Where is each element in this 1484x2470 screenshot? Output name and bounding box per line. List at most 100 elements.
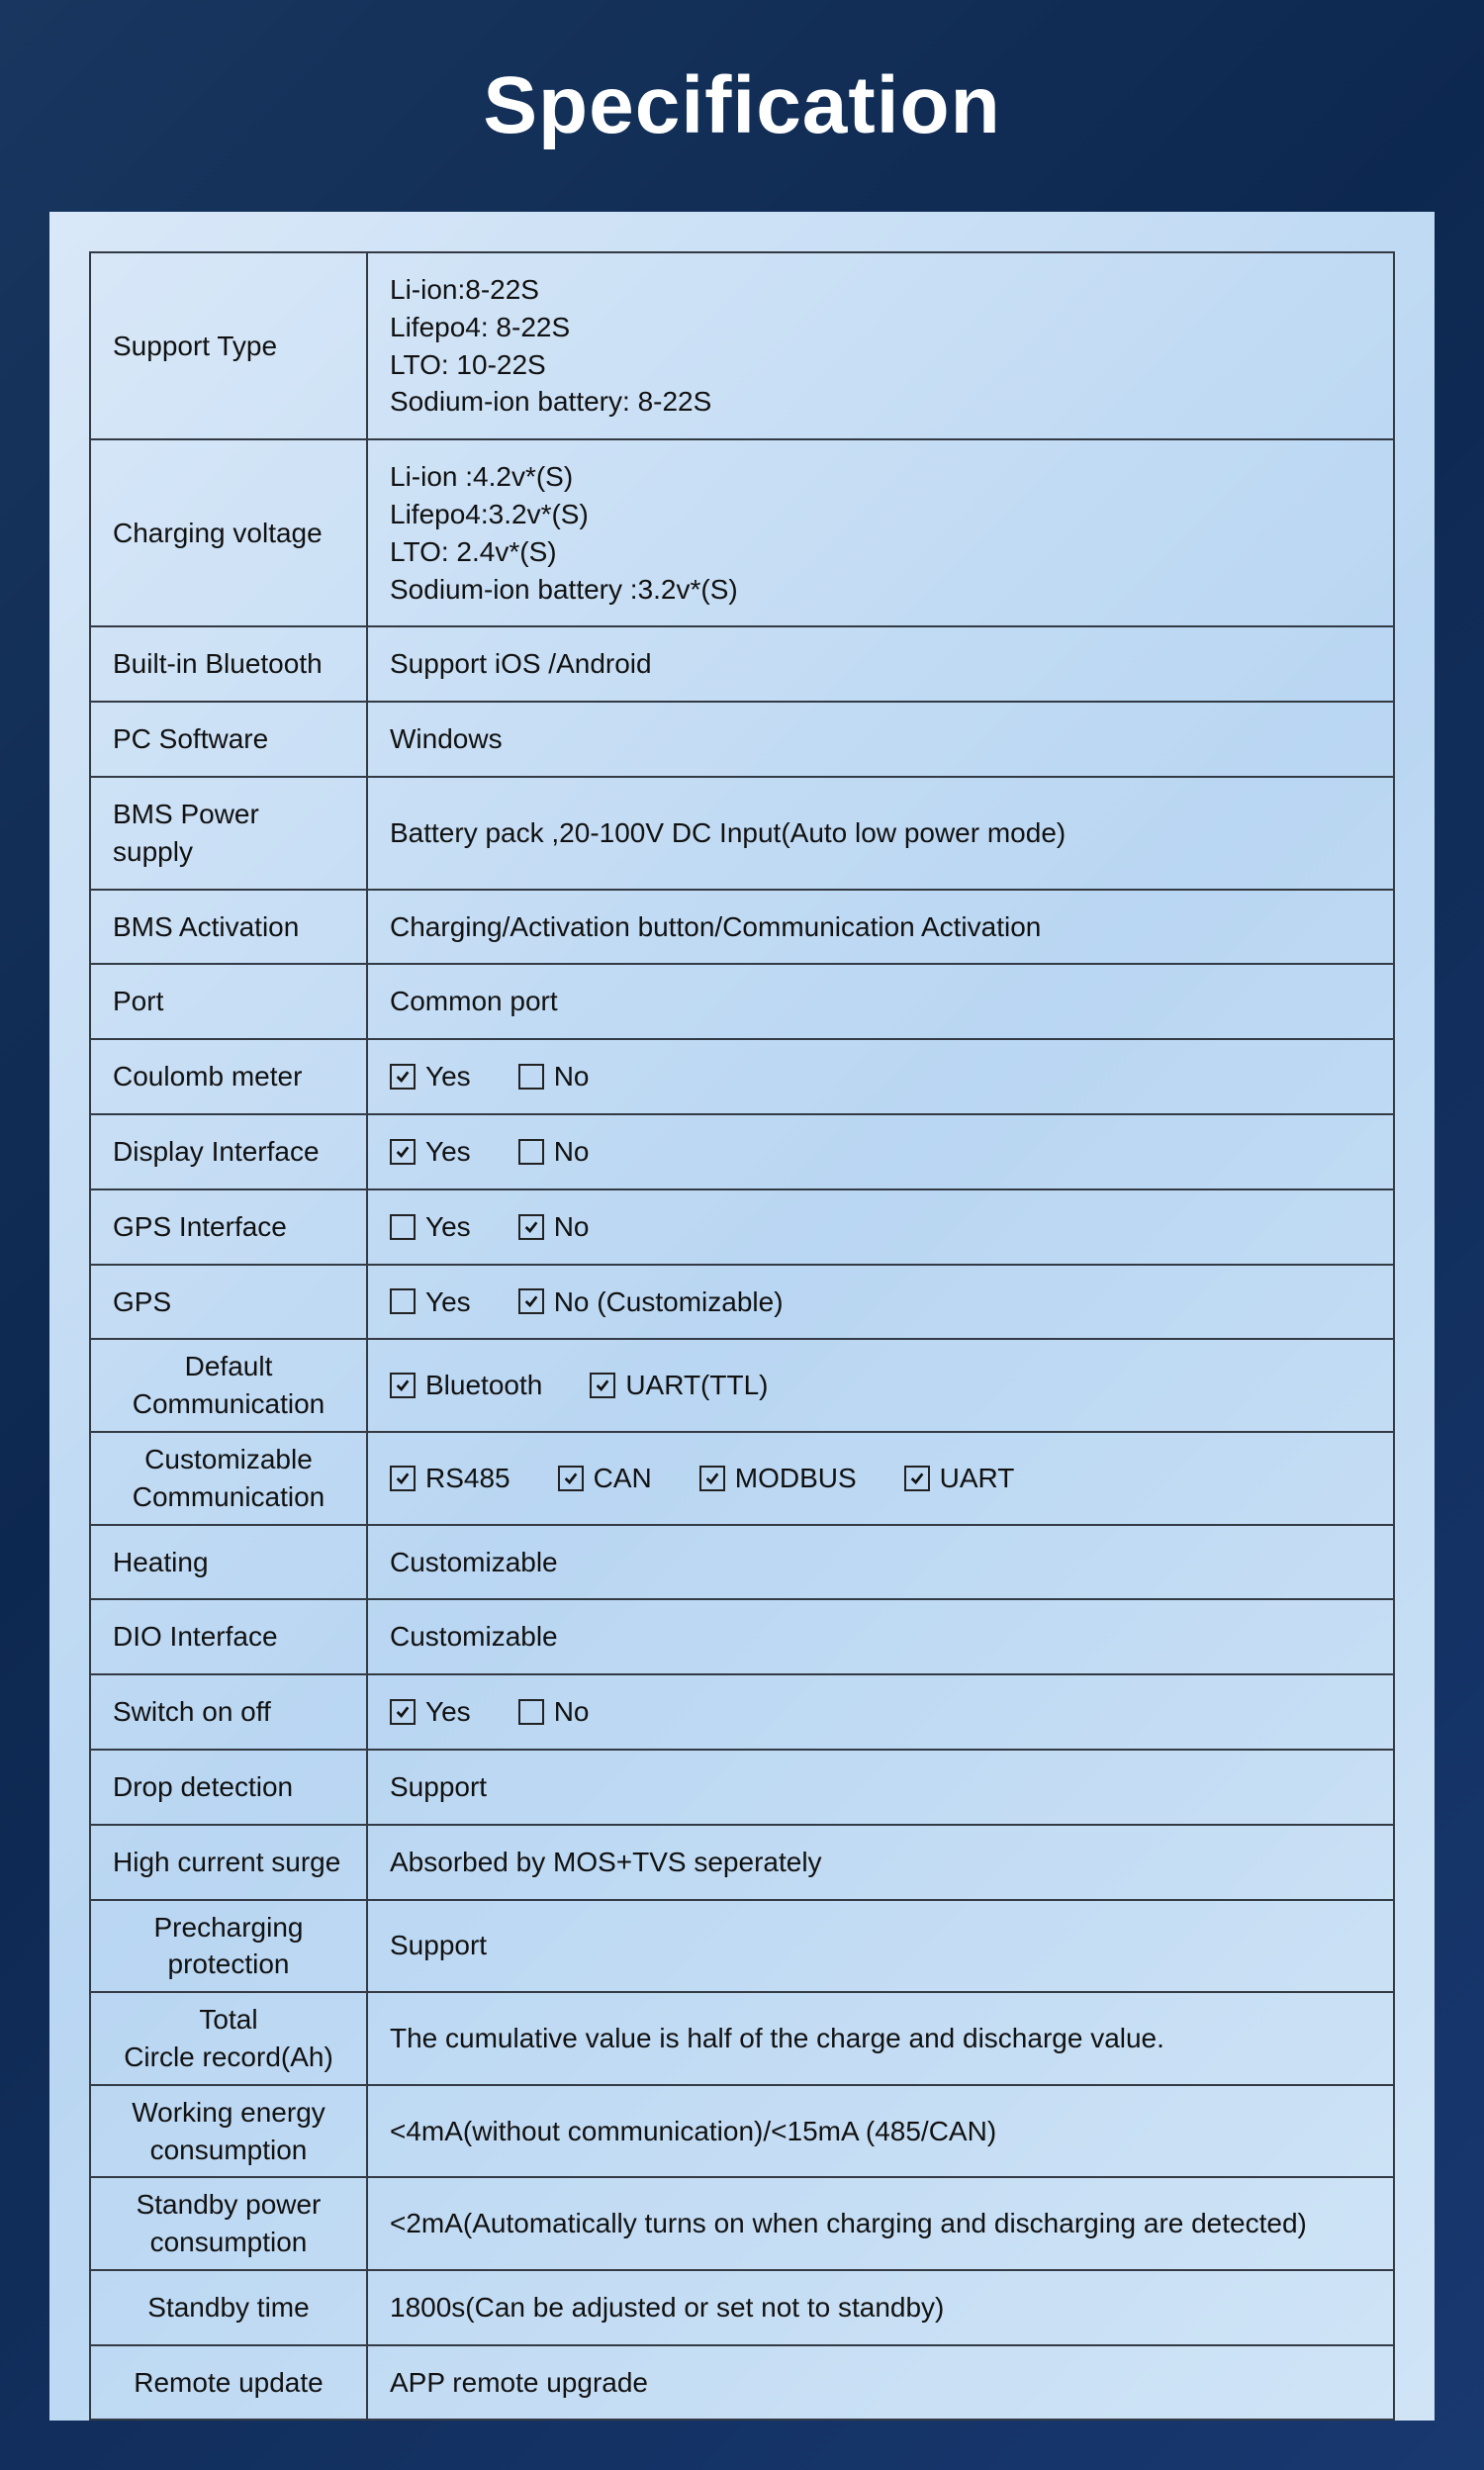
checkbox-option: Yes xyxy=(390,1693,471,1731)
table-row: Total Circle record(Ah)The cumulative va… xyxy=(90,1992,1394,2085)
checkbox-group: Yes No xyxy=(390,1133,1371,1171)
row-value: Yes No xyxy=(367,1114,1394,1189)
row-value: Li-ion:8-22S Lifepo4: 8-22S LTO: 10-22S … xyxy=(367,252,1394,439)
checkbox-checked-icon xyxy=(904,1466,930,1491)
checkbox-unchecked-icon xyxy=(518,1064,544,1090)
table-row: HeatingCustomizable xyxy=(90,1525,1394,1600)
checkbox-group: Yes No xyxy=(390,1058,1371,1095)
row-label: Precharging protection xyxy=(90,1900,367,1993)
row-value: 1800s(Can be adjusted or set not to stan… xyxy=(367,2270,1394,2345)
row-value: Support xyxy=(367,1750,1394,1825)
table-row: Support TypeLi-ion:8-22S Lifepo4: 8-22S … xyxy=(90,252,1394,439)
table-row: DIO InterfaceCustomizable xyxy=(90,1599,1394,1674)
row-label: Charging voltage xyxy=(90,439,367,626)
checkbox-option: Yes xyxy=(390,1133,471,1171)
table-row: Precharging protectionSupport xyxy=(90,1900,1394,1993)
row-value: Yes No xyxy=(367,1039,1394,1114)
row-label: BMS Activation xyxy=(90,890,367,965)
row-label: Total Circle record(Ah) xyxy=(90,1992,367,2085)
spec-table: Support TypeLi-ion:8-22S Lifepo4: 8-22S … xyxy=(89,251,1395,2421)
row-value: Charging/Activation button/Communication… xyxy=(367,890,1394,965)
table-row: PortCommon port xyxy=(90,964,1394,1039)
page-title: Specification xyxy=(49,59,1435,152)
checkbox-option: Bluetooth xyxy=(390,1367,542,1404)
checkbox-label: No xyxy=(554,1208,590,1246)
checkbox-checked-icon xyxy=(590,1373,615,1398)
row-label: Heating xyxy=(90,1525,367,1600)
row-value: Support iOS /Android xyxy=(367,626,1394,702)
checkbox-checked-icon xyxy=(390,1699,416,1725)
row-value: YesNo (Customizable) xyxy=(367,1265,1394,1340)
row-value: Common port xyxy=(367,964,1394,1039)
row-label: Support Type xyxy=(90,252,367,439)
table-row: Standby time1800s(Can be adjusted or set… xyxy=(90,2270,1394,2345)
table-row: BMS Power supplyBattery pack ,20-100V DC… xyxy=(90,777,1394,890)
table-row: GPSYesNo (Customizable) xyxy=(90,1265,1394,1340)
table-row: Coulomb meterYesNo xyxy=(90,1039,1394,1114)
table-row: Standby power consumption<2mA(Automatica… xyxy=(90,2177,1394,2270)
row-label: Remote update xyxy=(90,2345,367,2421)
checkbox-checked-icon xyxy=(390,1064,416,1090)
checkbox-label: No (Customizable) xyxy=(554,1283,784,1321)
checkbox-option: RS485 xyxy=(390,1460,510,1497)
row-value: APP remote upgrade xyxy=(367,2345,1394,2421)
checkbox-option: No xyxy=(518,1058,590,1095)
row-value: Windows xyxy=(367,702,1394,777)
row-value: Li-ion :4.2v*(S) Lifepo4:3.2v*(S) LTO: 2… xyxy=(367,439,1394,626)
checkbox-group: BluetoothUART(TTL) xyxy=(390,1367,1371,1404)
row-value: Yes No xyxy=(367,1189,1394,1265)
row-label: DIO Interface xyxy=(90,1599,367,1674)
checkbox-label: UART xyxy=(940,1460,1015,1497)
checkbox-checked-icon xyxy=(390,1466,416,1491)
table-row: Default Communication BluetoothUART(TTL) xyxy=(90,1339,1394,1432)
checkbox-label: MODBUS xyxy=(735,1460,857,1497)
page: Specification Support TypeLi-ion:8-22S L… xyxy=(0,0,1484,2470)
row-label: Drop detection xyxy=(90,1750,367,1825)
checkbox-checked-icon xyxy=(390,1373,416,1398)
checkbox-option: No xyxy=(518,1693,590,1731)
row-value: RS485 CAN MODBUS UART xyxy=(367,1432,1394,1525)
checkbox-group: Yes No xyxy=(390,1208,1371,1246)
row-label: Switch on off xyxy=(90,1674,367,1750)
checkbox-unchecked-icon xyxy=(518,1139,544,1165)
checkbox-unchecked-icon xyxy=(518,1699,544,1725)
checkbox-label: Bluetooth xyxy=(425,1367,542,1404)
checkbox-group: Yes No xyxy=(390,1693,1371,1731)
row-value: Customizable xyxy=(367,1525,1394,1600)
checkbox-checked-icon xyxy=(390,1139,416,1165)
spec-panel: Support TypeLi-ion:8-22S Lifepo4: 8-22S … xyxy=(49,212,1435,2421)
table-row: Customizable CommunicationRS485CANMODBUS… xyxy=(90,1432,1394,1525)
row-label: Default Communication xyxy=(90,1339,367,1432)
checkbox-checked-icon xyxy=(518,1214,544,1240)
checkbox-label: Yes xyxy=(425,1133,471,1171)
checkbox-option: Yes xyxy=(390,1208,471,1246)
table-row: Working energy consumption<4mA(without c… xyxy=(90,2085,1394,2178)
checkbox-option: CAN xyxy=(558,1460,652,1497)
checkbox-option: Yes xyxy=(390,1058,471,1095)
row-value: Support xyxy=(367,1900,1394,1993)
row-label: Standby power consumption xyxy=(90,2177,367,2270)
checkbox-label: RS485 xyxy=(425,1460,510,1497)
checkbox-option: UART xyxy=(904,1460,1015,1497)
row-value: Battery pack ,20-100V DC Input(Auto low … xyxy=(367,777,1394,890)
row-label: GPS Interface xyxy=(90,1189,367,1265)
row-label: Display Interface xyxy=(90,1114,367,1189)
row-value: <2mA(Automatically turns on when chargin… xyxy=(367,2177,1394,2270)
row-label: GPS xyxy=(90,1265,367,1340)
table-row: GPS Interface Yes No xyxy=(90,1189,1394,1265)
row-label: High current surge xyxy=(90,1825,367,1900)
checkbox-label: Yes xyxy=(425,1208,471,1246)
checkbox-unchecked-icon xyxy=(390,1288,416,1314)
table-row: PC SoftwareWindows xyxy=(90,702,1394,777)
checkbox-checked-icon xyxy=(699,1466,725,1491)
table-row: Built-in BluetoothSupport iOS /Android xyxy=(90,626,1394,702)
checkbox-option: No xyxy=(518,1208,590,1246)
checkbox-option: No xyxy=(518,1133,590,1171)
checkbox-label: No xyxy=(554,1058,590,1095)
row-label: Standby time xyxy=(90,2270,367,2345)
checkbox-group: RS485 CAN MODBUS UART xyxy=(390,1460,1371,1497)
checkbox-label: Yes xyxy=(425,1693,471,1731)
row-value: Customizable xyxy=(367,1599,1394,1674)
row-value: Absorbed by MOS+TVS seperately xyxy=(367,1825,1394,1900)
checkbox-label: Yes xyxy=(425,1058,471,1095)
